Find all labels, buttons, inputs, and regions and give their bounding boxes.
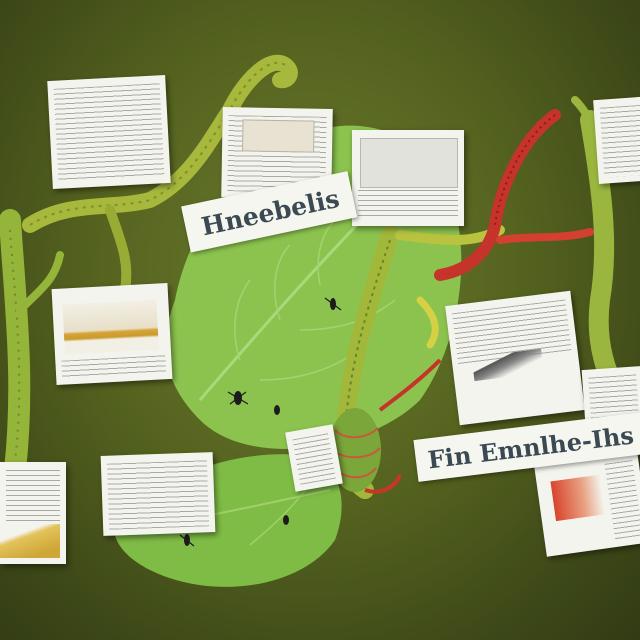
- graph-thumbnail: [360, 138, 458, 188]
- insect-small-1: [227, 391, 249, 405]
- insect-small-4: [179, 534, 195, 547]
- wing-thumbnail: [62, 299, 159, 355]
- left-stalk: [0, 209, 31, 481]
- insect-small-3: [274, 405, 280, 415]
- gold-thumbnail: [0, 524, 60, 558]
- note-card-top-left: [47, 74, 171, 190]
- red-chart-thumbnail: [550, 474, 606, 522]
- note-card-bottom-center: [100, 452, 216, 536]
- insect-small-5: [283, 515, 289, 525]
- note-card-bottom-right: [534, 451, 640, 557]
- insect-small-2: [324, 297, 342, 311]
- note-card-bottom-left: [0, 462, 66, 564]
- note-card-mid-right: [445, 290, 585, 426]
- note-card-center-low: [285, 424, 343, 492]
- note-card-mid-left: [51, 283, 173, 385]
- insect-abdomen: [329, 408, 381, 492]
- note-card-far-right: [593, 96, 640, 184]
- note-card-top-right: [352, 130, 464, 226]
- chart-thumbnail: [242, 119, 315, 153]
